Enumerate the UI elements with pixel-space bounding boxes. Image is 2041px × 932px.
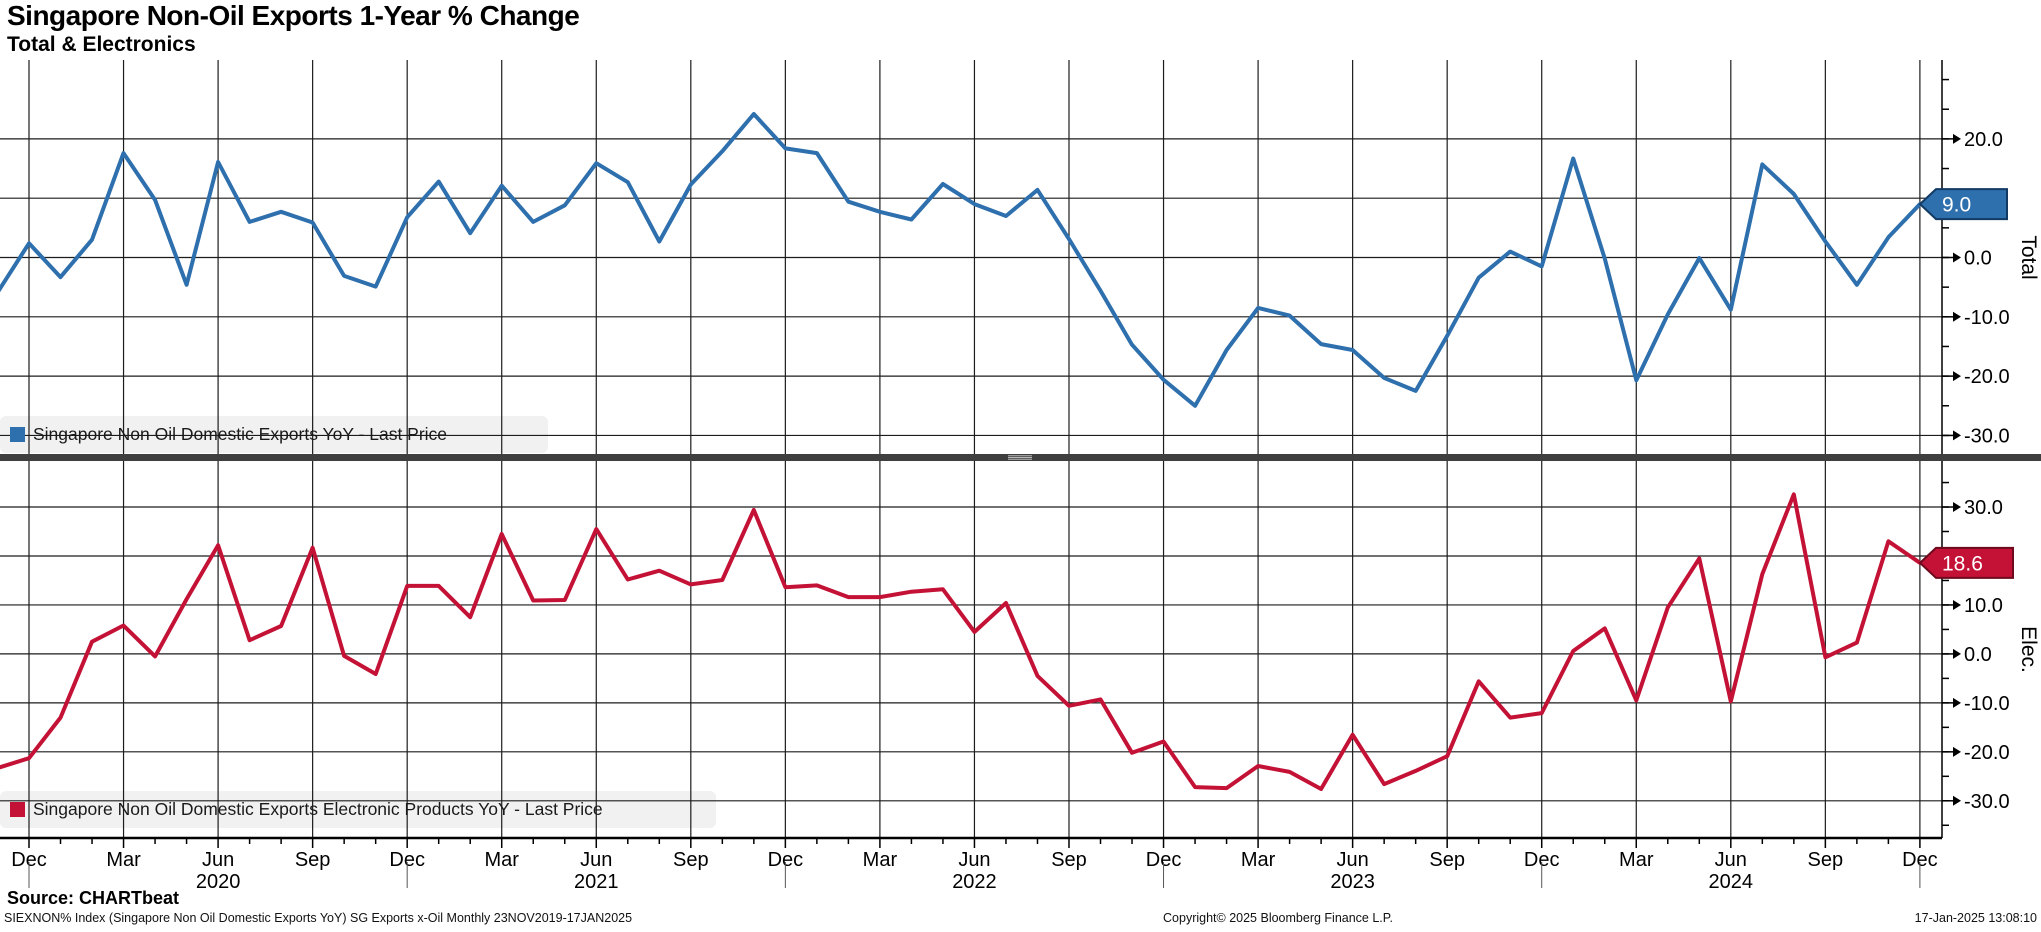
year-label: 2024 xyxy=(1709,871,1754,893)
y-tick-label: -20.0 xyxy=(1964,366,2010,388)
panel-divider[interactable] xyxy=(0,454,2041,461)
total-legend-label: Singapore Non Oil Domestic Exports YoY -… xyxy=(33,424,448,444)
y-tick-label: 10.0 xyxy=(1964,595,2003,617)
total-legend-swatch-icon xyxy=(10,427,25,442)
year-label: 2022 xyxy=(952,871,997,893)
y-tick-label: 30.0 xyxy=(1964,497,2003,519)
y-tick-label: 0.0 xyxy=(1964,248,1992,270)
elec-panel-gridlines xyxy=(0,461,1942,838)
x-tick-label: Dec xyxy=(1902,849,1938,871)
ticker-description: SIEXNON% Index (Singapore Non Oil Domest… xyxy=(4,911,633,925)
x-tick-label: Sep xyxy=(1808,849,1844,871)
copyright-notice: Copyright© 2025 Bloomberg Finance L.P. xyxy=(1163,911,1393,925)
page-subtitle: Total & Electronics xyxy=(7,33,196,56)
total-legend-background xyxy=(0,416,548,453)
x-tick-label: Mar xyxy=(863,849,898,871)
total-series-line xyxy=(0,112,1922,408)
x-tick-label: Mar xyxy=(484,849,519,871)
elec-last-price-tag: 18.6 xyxy=(1918,546,2014,579)
x-tick-label: Jun xyxy=(1337,849,1369,871)
x-tick-label: Jun xyxy=(958,849,990,871)
electronics-legend-swatch-icon xyxy=(10,802,25,817)
y-tick-label: -30.0 xyxy=(1964,425,2010,447)
timestamp: 17-Jan-2025 13:08:10 xyxy=(1914,911,2037,925)
x-tick-label: Mar xyxy=(106,849,141,871)
year-label: 2021 xyxy=(574,871,619,893)
x-tick-label: Sep xyxy=(1429,849,1465,871)
electronics-legend[interactable]: Singapore Non Oil Domestic Exports Elect… xyxy=(0,791,716,828)
elec-series-line xyxy=(0,492,1922,791)
total-last-price-tag: 9.0 xyxy=(1918,188,2008,221)
total-panel-gridlines xyxy=(0,60,1942,455)
x-tick-label: Jun xyxy=(1715,849,1747,871)
last-price-value: 9.0 xyxy=(1942,194,1971,217)
x-tick-label: Dec xyxy=(768,849,804,871)
page-title: Singapore Non-Oil Exports 1-Year % Chang… xyxy=(7,0,580,31)
year-label: 2020 xyxy=(196,871,241,893)
year-label: 2023 xyxy=(1330,871,1375,893)
x-tick-label: Mar xyxy=(1619,849,1654,871)
total-axis-title: Total xyxy=(2017,235,2040,279)
elec-axis-title: Elec. xyxy=(2017,626,2040,673)
last-price-value: 18.6 xyxy=(1942,552,1983,575)
x-tick-label: Jun xyxy=(580,849,612,871)
y-tick-label: 0.0 xyxy=(1964,644,1992,666)
x-tick-label: Jun xyxy=(202,849,234,871)
electronics-legend-label: Singapore Non Oil Domestic Exports Elect… xyxy=(33,799,603,819)
x-tick-label: Sep xyxy=(295,849,331,871)
y-tick-label: 20.0 xyxy=(1964,129,2003,151)
y-tick-label: -30.0 xyxy=(1964,791,2010,813)
x-tick-label: Dec xyxy=(11,849,47,871)
source-label: Source: CHARTbeat xyxy=(7,888,180,908)
x-tick-label: Dec xyxy=(389,849,425,871)
x-tick-label: Dec xyxy=(1146,849,1182,871)
y-tick-label: -20.0 xyxy=(1964,742,2010,764)
y-tick-label: -10.0 xyxy=(1964,307,2010,329)
x-tick-label: Sep xyxy=(673,849,709,871)
total-legend[interactable]: Singapore Non Oil Domestic Exports YoY -… xyxy=(0,416,548,453)
y-tick-label: -10.0 xyxy=(1964,693,2010,715)
x-tick-label: Sep xyxy=(1051,849,1087,871)
x-axis: Dec Mar Jun Sep Dec Mar Jun Sep Dec Mar Jun Sep Dec M… xyxy=(0,836,1942,893)
x-tick-label: Mar xyxy=(1241,849,1276,871)
x-tick-label: Dec xyxy=(1524,849,1560,871)
